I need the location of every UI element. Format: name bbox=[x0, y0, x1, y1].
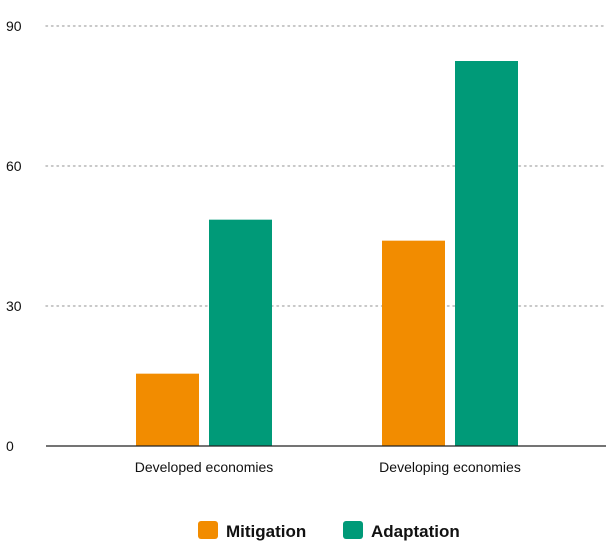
gridlines bbox=[45, 25, 606, 307]
y-tick-label: 30 bbox=[6, 298, 22, 314]
x-category-label: Developed economies bbox=[135, 459, 274, 475]
legend-item-mitigation: Mitigation bbox=[198, 521, 306, 541]
bar-mitigation-2 bbox=[382, 240, 445, 446]
legend-label: Adaptation bbox=[371, 522, 460, 541]
x-axis-categories: Developed economies Developing economies bbox=[135, 459, 521, 475]
legend-item-adaptation: Adaptation bbox=[343, 521, 460, 541]
legend-swatch bbox=[198, 521, 218, 539]
x-category-label: Developing economies bbox=[379, 459, 521, 475]
y-tick-label: 60 bbox=[6, 158, 22, 174]
bars bbox=[136, 61, 518, 446]
legend-swatch bbox=[343, 521, 363, 539]
y-tick-label: 90 bbox=[6, 18, 22, 34]
bar-adaptation-1 bbox=[209, 219, 272, 446]
y-axis-ticks: 0 30 60 90 bbox=[6, 18, 22, 454]
y-tick-label: 0 bbox=[6, 438, 14, 454]
bar-mitigation-1 bbox=[136, 373, 199, 446]
bar-adaptation-2 bbox=[455, 61, 518, 446]
legend: Mitigation Adaptation bbox=[198, 521, 460, 541]
legend-label: Mitigation bbox=[226, 522, 306, 541]
